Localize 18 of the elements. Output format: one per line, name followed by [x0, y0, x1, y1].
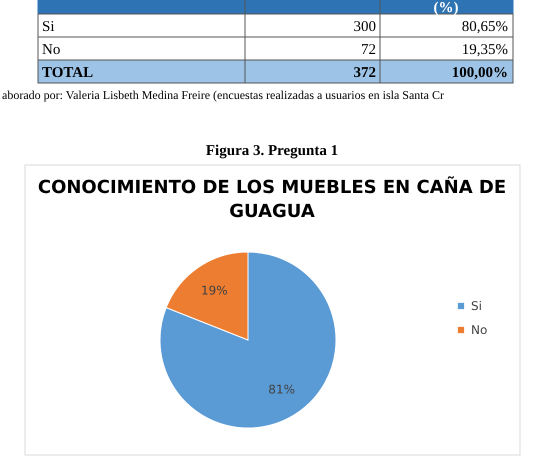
text: 72: [361, 42, 376, 58]
text: TOTAL: [42, 65, 94, 81]
data-label: 19%: [201, 284, 228, 298]
text: Figura 3. Pregunta 1: [206, 143, 338, 159]
legend-label: Si: [471, 299, 482, 313]
text: (%): [434, 0, 458, 16]
data-label: 81%: [268, 382, 295, 396]
text: aborado por: Valeria Lisbeth Medina Freire (encuestas realizadas a usuarios en isla Santa Cr: [2, 88, 444, 102]
text: 80,65%: [462, 19, 508, 35]
legend-label: No: [471, 323, 488, 337]
chart-title: CONOCIMIENTO DE LOS MUEBLES EN CAÑA DE GUAGUA: [38, 176, 506, 222]
text: Si: [42, 19, 55, 35]
text: 372: [354, 65, 376, 81]
text: 100,00%: [452, 65, 508, 81]
text: 19,35%: [462, 42, 508, 58]
text: No: [42, 42, 60, 58]
pie-slice: [160, 252, 336, 428]
text: 300: [354, 19, 376, 35]
